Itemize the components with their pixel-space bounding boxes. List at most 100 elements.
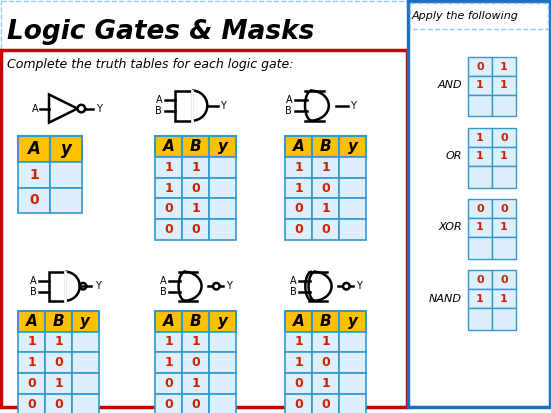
Bar: [309, 272, 316, 300]
Bar: [492, 57, 516, 76]
Text: 0: 0: [321, 223, 330, 236]
Text: 0: 0: [191, 223, 200, 236]
Text: AND: AND: [437, 81, 462, 90]
Text: 1: 1: [191, 202, 200, 215]
Polygon shape: [49, 95, 78, 123]
Bar: [50, 136, 82, 162]
Text: 1: 1: [321, 161, 330, 174]
Bar: [468, 166, 492, 188]
Bar: [312, 332, 339, 352]
Text: 1: 1: [294, 356, 303, 369]
Bar: [468, 147, 492, 166]
Bar: [209, 394, 236, 413]
Bar: [182, 136, 209, 157]
Bar: [182, 311, 209, 332]
Text: B: B: [160, 287, 166, 297]
Bar: [492, 166, 516, 188]
Bar: [285, 352, 312, 373]
Bar: [285, 311, 312, 332]
Bar: [339, 136, 366, 157]
Text: 1: 1: [500, 81, 508, 90]
Text: 0: 0: [500, 275, 508, 285]
Bar: [209, 198, 236, 219]
Text: 0: 0: [54, 398, 63, 411]
Text: 1: 1: [321, 335, 330, 349]
Bar: [492, 289, 516, 308]
Text: A: A: [163, 139, 174, 154]
Bar: [312, 352, 339, 373]
Text: 0: 0: [54, 356, 63, 369]
Bar: [209, 157, 236, 178]
Text: B: B: [190, 314, 201, 329]
Text: 0: 0: [164, 398, 173, 411]
Bar: [18, 332, 45, 352]
Bar: [468, 95, 492, 116]
Bar: [339, 373, 366, 394]
Bar: [18, 352, 45, 373]
Text: Y: Y: [356, 281, 362, 291]
Text: y: y: [218, 314, 228, 329]
Bar: [155, 311, 182, 332]
Bar: [1, 50, 407, 407]
Text: B: B: [320, 314, 331, 329]
Bar: [285, 136, 312, 157]
Bar: [50, 188, 82, 213]
Bar: [492, 128, 516, 147]
Bar: [285, 178, 312, 198]
Bar: [155, 332, 182, 352]
Text: Complete the truth tables for each logic gate:: Complete the truth tables for each logic…: [7, 58, 294, 71]
Text: 0: 0: [164, 202, 173, 215]
Text: 0: 0: [321, 182, 330, 195]
Text: B: B: [155, 107, 162, 116]
Text: A: A: [160, 275, 166, 285]
Text: 1: 1: [500, 62, 508, 71]
Bar: [468, 199, 492, 218]
Text: Logic Gates & Masks: Logic Gates & Masks: [7, 19, 315, 45]
Text: 0: 0: [476, 62, 484, 71]
Text: A: A: [31, 104, 38, 114]
Text: 1: 1: [164, 356, 173, 369]
Bar: [312, 157, 339, 178]
Bar: [492, 308, 516, 330]
Bar: [339, 219, 366, 240]
Text: 0: 0: [321, 356, 330, 369]
Bar: [285, 394, 312, 413]
Text: NAND: NAND: [429, 294, 462, 304]
Bar: [468, 289, 492, 308]
Bar: [72, 352, 99, 373]
Bar: [18, 394, 45, 413]
Bar: [182, 373, 209, 394]
Text: 1: 1: [29, 168, 39, 182]
Text: 1: 1: [476, 294, 484, 304]
Text: 1: 1: [164, 335, 173, 349]
Bar: [155, 352, 182, 373]
Bar: [468, 237, 492, 259]
Bar: [410, 3, 548, 28]
Text: 0: 0: [294, 202, 303, 215]
Bar: [468, 271, 492, 289]
Bar: [492, 147, 516, 166]
Bar: [182, 219, 209, 240]
Text: 1: 1: [476, 133, 484, 142]
Bar: [339, 311, 366, 332]
Bar: [209, 178, 236, 198]
Circle shape: [213, 283, 220, 290]
Bar: [18, 136, 50, 162]
Text: 1: 1: [191, 377, 200, 390]
Bar: [312, 311, 339, 332]
Text: Y: Y: [96, 104, 102, 114]
Text: A: A: [28, 140, 40, 158]
Text: 1: 1: [476, 152, 484, 161]
Text: B: B: [30, 287, 36, 297]
Bar: [339, 332, 366, 352]
Bar: [285, 157, 312, 178]
Text: 0: 0: [294, 398, 303, 411]
Text: y: y: [348, 139, 358, 154]
Text: 1: 1: [294, 335, 303, 349]
Text: 0: 0: [27, 398, 36, 411]
Text: 0: 0: [164, 223, 173, 236]
Text: 1: 1: [54, 335, 63, 349]
Bar: [72, 332, 99, 352]
Bar: [339, 198, 366, 219]
Bar: [312, 219, 339, 240]
